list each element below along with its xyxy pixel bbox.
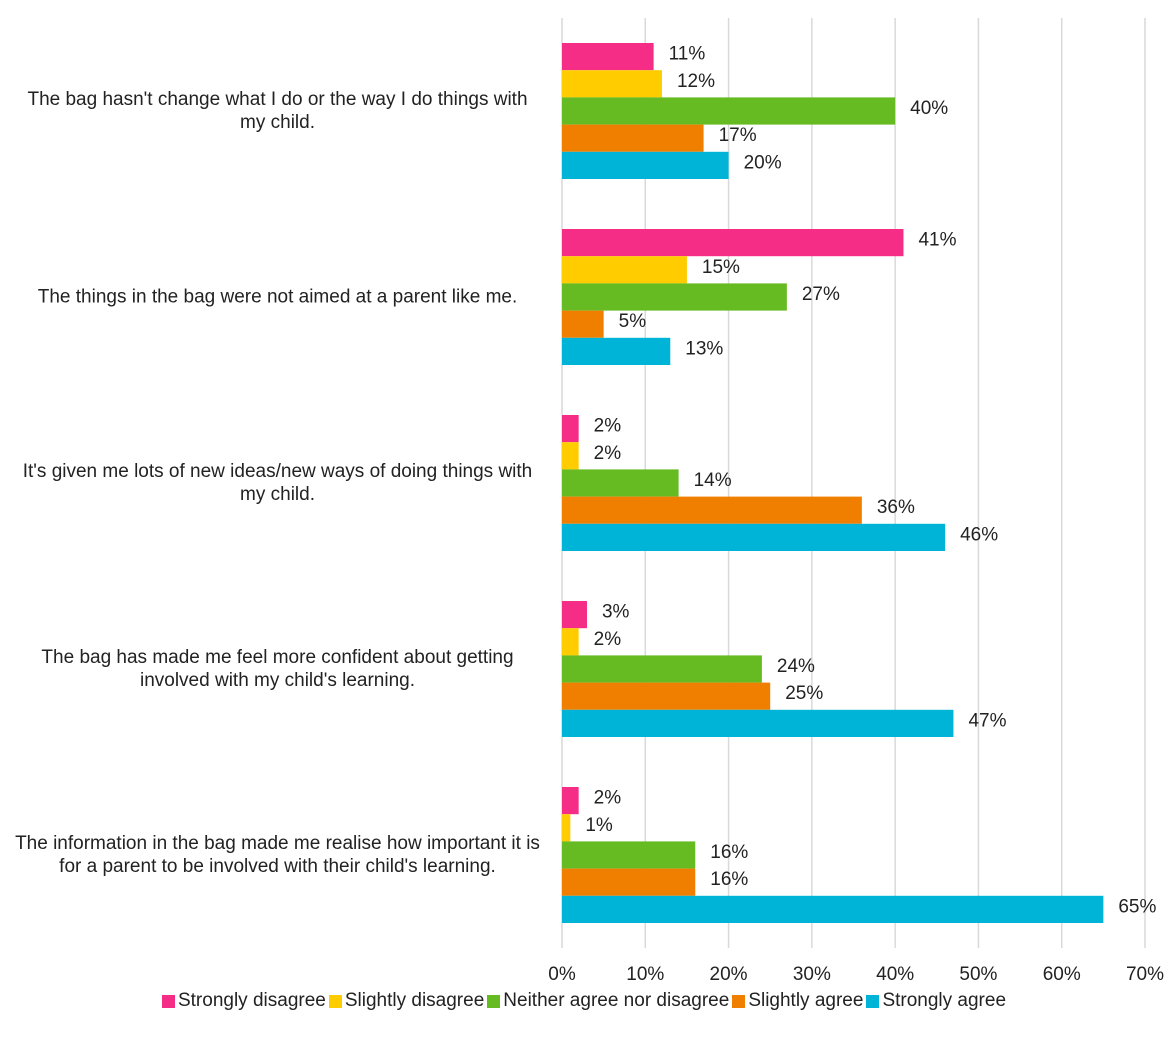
bar [562, 283, 787, 311]
category-label: It's given me lots of new ideas/new ways… [22, 461, 533, 505]
legend-swatch [487, 994, 501, 1008]
bar [562, 523, 946, 551]
legend-swatch [732, 994, 746, 1008]
legend-item: Neither agree nor disagree [487, 990, 729, 1012]
value-label: 13% [685, 338, 723, 359]
bar [562, 682, 771, 710]
legend-label: Strongly disagree [177, 990, 326, 1011]
legend-label: Strongly agree [882, 990, 1007, 1011]
bar [562, 655, 762, 683]
bar [562, 496, 862, 524]
value-label: 12% [677, 71, 715, 92]
bar [562, 628, 579, 656]
legend: Strongly disagree Slightly disagree Neithe… [0, 990, 1171, 1012]
x-tick-label: 10% [626, 964, 664, 985]
bar [562, 70, 662, 98]
bar [562, 787, 579, 815]
bar [562, 814, 571, 842]
value-label: 15% [702, 257, 740, 278]
value-label: 5% [619, 311, 647, 332]
value-label: 11% [669, 44, 706, 65]
bar [562, 415, 579, 443]
value-label: 27% [802, 284, 840, 305]
category-label: The information in the bag made me reali… [15, 833, 540, 877]
value-label: 2% [594, 788, 622, 809]
value-label: 65% [1118, 896, 1156, 917]
bar [562, 601, 587, 629]
value-label: 16% [710, 842, 748, 863]
legend-swatch [161, 994, 175, 1008]
bar [562, 151, 729, 179]
value-label: 2% [594, 443, 622, 464]
legend-swatch [866, 994, 880, 1008]
value-label: 36% [877, 497, 915, 518]
bar [562, 709, 954, 737]
value-label: 16% [710, 869, 748, 890]
value-label: 20% [744, 152, 782, 173]
bar [562, 310, 604, 338]
legend-item: Strongly agree [866, 990, 1006, 1012]
x-tick-label: 50% [959, 964, 997, 985]
bar [562, 43, 654, 71]
legend-item: Slightly disagree [328, 990, 485, 1012]
x-tick-label: 0% [548, 964, 576, 985]
legend-swatch [328, 994, 342, 1008]
value-label: 24% [777, 656, 815, 677]
bar [562, 97, 896, 125]
bar [562, 229, 904, 257]
x-tick-label: 20% [710, 964, 748, 985]
x-tick-label: 30% [793, 964, 831, 985]
x-tick-label: 60% [1043, 964, 1081, 985]
bar [562, 256, 687, 284]
x-tick-label: 70% [1126, 964, 1164, 985]
legend-label: Slightly agree [748, 990, 864, 1011]
bar [562, 337, 671, 365]
value-label: 2% [594, 629, 622, 650]
value-label: 40% [910, 98, 948, 119]
legend-label: Slightly disagree [344, 990, 485, 1011]
x-tick-label: 40% [876, 964, 914, 985]
value-label: 2% [594, 416, 622, 437]
category-label: The things in the bag were not aimed at … [37, 286, 518, 308]
bar [562, 895, 1104, 923]
value-label: 46% [960, 524, 998, 545]
value-label: 41% [918, 230, 956, 251]
bar [562, 442, 579, 470]
bar [562, 841, 696, 869]
category-label: The bag hasn't change what I do or the w… [27, 89, 528, 133]
value-label: 25% [785, 683, 823, 704]
category-label: The bag has made me feel more confident … [41, 647, 514, 691]
bar [562, 124, 704, 152]
value-label: 3% [602, 602, 630, 623]
value-label: 14% [694, 470, 732, 491]
value-label: 17% [719, 125, 757, 146]
legend-item: Slightly agree [732, 990, 863, 1012]
value-label: 47% [968, 710, 1006, 731]
legend-label: Neither agree nor disagree [503, 990, 730, 1011]
legend-item: Strongly disagree [161, 990, 326, 1012]
bar [562, 469, 679, 497]
bar [562, 868, 696, 896]
value-label: 1% [585, 815, 613, 836]
